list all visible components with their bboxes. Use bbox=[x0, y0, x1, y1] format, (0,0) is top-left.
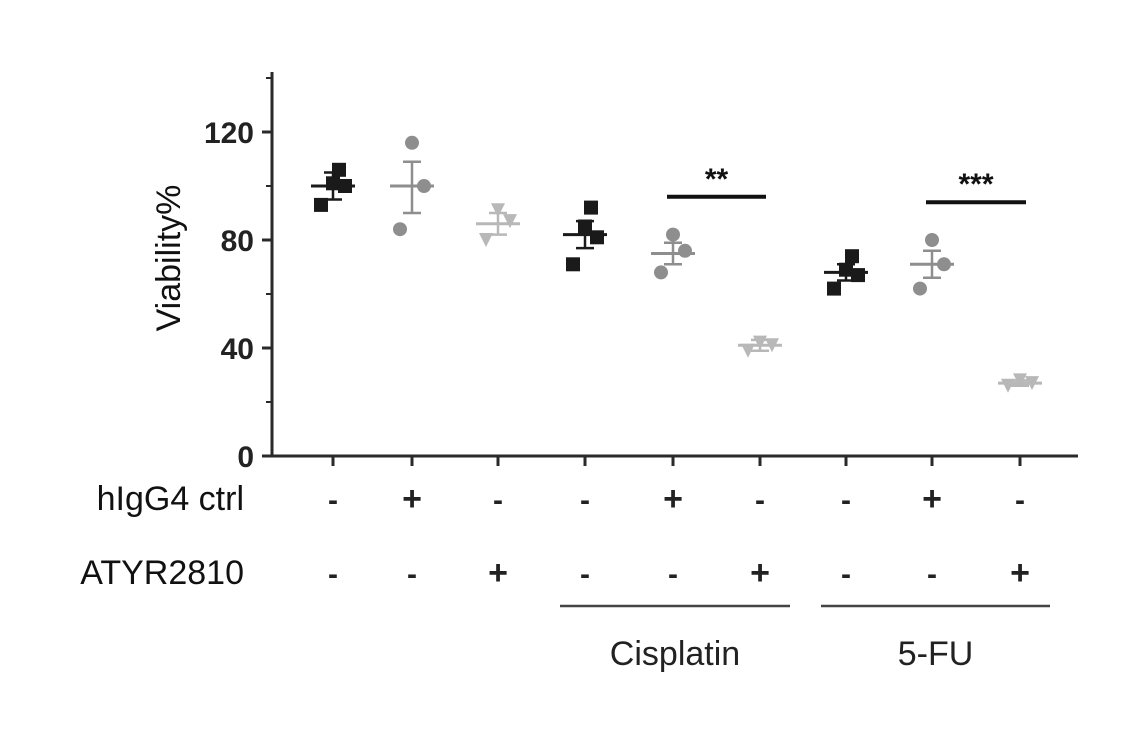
treatment-table: hIgG4 ctrl - + - - + - - + - ATYR2810 - - + - - + - - + Cisp… bbox=[80, 480, 1050, 673]
row-label-higg4-ctrl: hIgG4 ctrl bbox=[97, 480, 244, 518]
data-point bbox=[913, 281, 927, 296]
row-label-atyr2810: ATYR2810 bbox=[80, 554, 244, 592]
data-point bbox=[314, 197, 328, 212]
minus-mark: - bbox=[580, 484, 590, 517]
data-point bbox=[405, 135, 419, 150]
significance-label: ** bbox=[705, 163, 729, 196]
minus-mark: - bbox=[328, 484, 338, 517]
minus-mark: - bbox=[755, 484, 765, 517]
drug-label: Cisplatin bbox=[610, 635, 740, 673]
y-tick-label: 40 bbox=[221, 333, 254, 366]
y-tick-label: 0 bbox=[237, 441, 254, 474]
data-point bbox=[393, 222, 407, 237]
plus-mark: + bbox=[1010, 554, 1030, 592]
plus-mark: + bbox=[750, 554, 770, 592]
data-point bbox=[925, 233, 939, 247]
minus-mark: - bbox=[841, 484, 851, 517]
data-point bbox=[584, 200, 598, 215]
data-point bbox=[666, 227, 680, 242]
y-tick-label: 120 bbox=[204, 117, 254, 150]
plus-mark: + bbox=[663, 480, 683, 518]
minus-mark: - bbox=[668, 558, 678, 591]
y-tick-label: 80 bbox=[221, 225, 254, 258]
significance-label: *** bbox=[958, 168, 993, 201]
plus-mark: + bbox=[922, 480, 942, 518]
minus-mark: - bbox=[841, 558, 851, 591]
minus-mark: - bbox=[328, 558, 338, 591]
minus-mark: - bbox=[493, 484, 503, 517]
data-point bbox=[566, 257, 580, 272]
data-point bbox=[479, 233, 493, 247]
data-point bbox=[827, 281, 841, 296]
axes: 0 40 80 120 bbox=[204, 72, 1078, 474]
data-marks: ** *** bbox=[311, 135, 1042, 393]
minus-mark: - bbox=[407, 558, 417, 591]
data-point bbox=[491, 203, 505, 218]
plus-mark: + bbox=[402, 480, 422, 518]
data-point bbox=[503, 214, 517, 229]
plus-mark: + bbox=[488, 554, 508, 592]
data-point bbox=[654, 265, 668, 280]
minus-mark: - bbox=[927, 558, 937, 591]
minus-mark: - bbox=[580, 558, 590, 591]
minus-mark: - bbox=[1015, 484, 1025, 517]
data-point bbox=[845, 249, 859, 264]
data-point bbox=[741, 343, 755, 358]
drug-label: 5-FU bbox=[898, 635, 974, 673]
data-point bbox=[590, 230, 604, 245]
y-axis-label: Viability% bbox=[150, 185, 188, 332]
data-point bbox=[678, 243, 692, 258]
